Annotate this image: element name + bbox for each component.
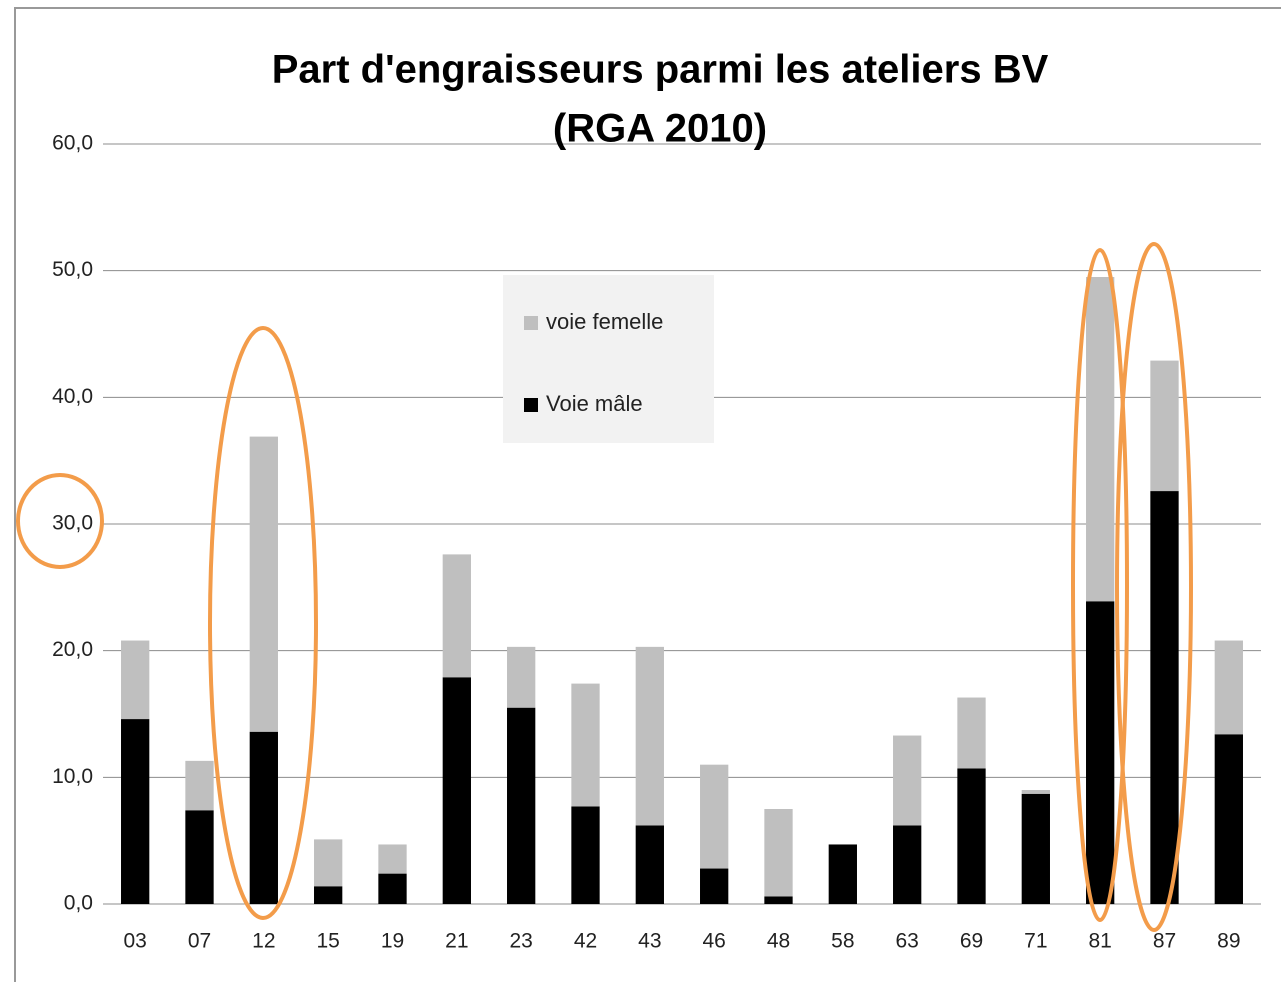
bar-segment <box>507 707 536 904</box>
bar-segment <box>185 810 214 904</box>
legend-label: voie femelle <box>546 309 663 334</box>
x-tick-label: 89 <box>1217 930 1240 953</box>
bar-segment <box>314 886 343 904</box>
x-tick-label: 58 <box>831 930 854 953</box>
x-tick-label: 23 <box>509 930 532 953</box>
bar-segment <box>442 554 471 678</box>
bar-segment <box>635 646 664 826</box>
bar-segment <box>121 640 150 720</box>
bar-segment <box>571 683 600 807</box>
plot-area: 0,0 10,0 20,0 30,0 40,0 50,0 60,0 03 07 12 15 19 21 2… <box>52 132 1261 953</box>
annotations <box>16 242 1193 932</box>
x-tick-label: 12 <box>252 930 275 953</box>
bar-segment <box>378 873 407 904</box>
x-tick-label: 21 <box>445 930 468 953</box>
x-tick-label: 81 <box>1088 930 1111 953</box>
y-tick-label: 50,0 <box>52 258 93 281</box>
bar-segment <box>1150 360 1179 492</box>
x-tick-label: 71 <box>1024 930 1047 953</box>
y-tick-label: 40,0 <box>52 385 93 408</box>
bar-segment <box>185 760 214 811</box>
x-tick-label: 15 <box>316 930 339 953</box>
legend-box <box>503 275 714 443</box>
chart-frame <box>14 7 1281 982</box>
bar-segment <box>828 844 857 904</box>
legend-label: Voie mâle <box>546 391 643 416</box>
x-tick-label: 63 <box>895 930 918 953</box>
highlight-ellipse <box>16 473 104 569</box>
bar-segment <box>635 825 664 904</box>
bar-segment <box>249 436 278 732</box>
bar-segment <box>1021 790 1050 794</box>
bar-segment <box>893 735 922 826</box>
bar-segment <box>314 839 343 887</box>
legend-swatch <box>524 316 538 330</box>
highlight-ellipse <box>208 326 318 920</box>
bar-segment <box>957 768 986 904</box>
bar-segment <box>378 844 407 874</box>
y-tick-label: 30,0 <box>52 512 93 535</box>
bar-segment <box>121 719 150 904</box>
highlight-ellipse <box>1115 242 1193 932</box>
chart-title: Part d'engraisseurs parmi les ateliers B… <box>272 48 1049 92</box>
bar-segment <box>1214 640 1243 735</box>
y-tick-label: 10,0 <box>52 765 93 788</box>
y-tick-label: 0,0 <box>64 892 93 915</box>
x-tick-label: 87 <box>1153 930 1176 953</box>
bar-segment <box>957 697 986 769</box>
x-tick-label: 03 <box>123 930 146 953</box>
bar-segment <box>442 677 471 904</box>
x-tick-label: 46 <box>702 930 725 953</box>
bar-segment <box>249 731 278 904</box>
bar-segment <box>1086 277 1115 602</box>
bar-segment <box>507 646 536 708</box>
bar-segment <box>1150 491 1179 904</box>
bar-segment <box>700 764 729 869</box>
bar-segment <box>764 809 793 897</box>
bar-segment <box>1086 601 1115 904</box>
x-tick-label: 42 <box>574 930 597 953</box>
x-tick-label: 69 <box>960 930 983 953</box>
bar-segment <box>893 825 922 904</box>
x-tick-label: 43 <box>638 930 661 953</box>
bar-segment <box>571 806 600 904</box>
x-tick-label: 48 <box>767 930 790 953</box>
highlight-ellipse <box>1071 248 1129 922</box>
y-tick-label: 20,0 <box>52 638 93 661</box>
bar-segment <box>1214 734 1243 904</box>
x-tick-label: 07 <box>188 930 211 953</box>
bar-segment <box>700 868 729 904</box>
legend: voie femelle Voie mâle <box>524 309 663 416</box>
y-tick-label: 60,0 <box>52 132 93 155</box>
chart-title: (RGA 2010) <box>553 107 767 151</box>
bar-segment <box>764 896 793 904</box>
x-tick-label: 19 <box>381 930 404 953</box>
bar-segment <box>1021 793 1050 904</box>
legend-swatch <box>524 398 538 412</box>
